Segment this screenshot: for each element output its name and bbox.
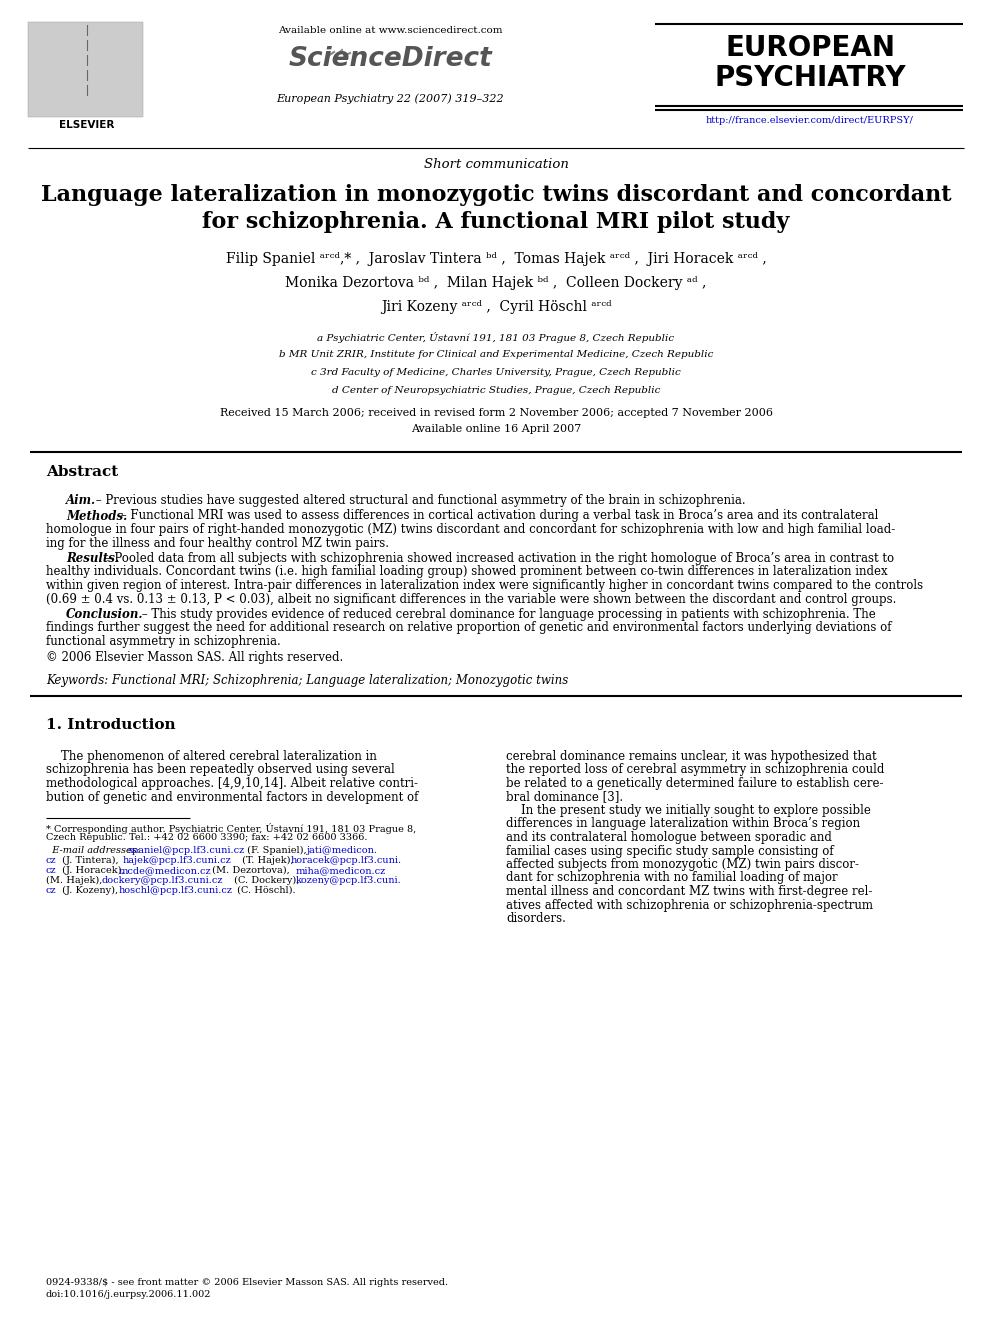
Text: healthy individuals. Concordant twins (i.e. high familial loading group) showed : healthy individuals. Concordant twins (i… — [46, 565, 888, 578]
Text: (M. Hajek),: (M. Hajek), — [46, 876, 105, 885]
Text: c 3rd Faculty of Medicine, Charles University, Prague, Czech Republic: c 3rd Faculty of Medicine, Charles Unive… — [311, 368, 681, 377]
Text: (C. Dockery),: (C. Dockery), — [231, 876, 303, 885]
Text: (C. Höschl).: (C. Höschl). — [234, 886, 296, 894]
Text: (0.69 ± 0.4 vs. 0.13 ± 0.13, P < 0.03), albeit no significant differences in the: (0.69 ± 0.4 vs. 0.13 ± 0.13, P < 0.03), … — [46, 593, 897, 606]
Text: – Functional MRI was used to assess differences in cortical activation during a : – Functional MRI was used to assess diff… — [117, 509, 878, 523]
Text: findings further suggest the need for additional research on relative proportion: findings further suggest the need for ad… — [46, 622, 892, 635]
Text: mental illness and concordant MZ twins with first-degree rel-: mental illness and concordant MZ twins w… — [506, 885, 872, 898]
Text: d Center of Neuropsychiatric Studies, Prague, Czech Republic: d Center of Neuropsychiatric Studies, Pr… — [331, 386, 661, 396]
Text: Methods.: Methods. — [66, 509, 127, 523]
Text: Czech Republic. Tel.: +42 02 6600 3390; fax: +42 02 6600 3366.: Czech Republic. Tel.: +42 02 6600 3390; … — [46, 833, 367, 841]
Text: homologue in four pairs of right-handed monozygotic (MZ) twins discordant and co: homologue in four pairs of right-handed … — [46, 523, 895, 536]
Text: schizophrenia has been repeatedly observed using several: schizophrenia has been repeatedly observ… — [46, 763, 395, 777]
Text: mcde@medicon.cz: mcde@medicon.cz — [119, 867, 211, 875]
Text: familial cases using specific study sample consisting of: familial cases using specific study samp… — [506, 844, 833, 857]
Text: cz: cz — [46, 856, 57, 865]
Text: In the present study we initially sought to explore possible: In the present study we initially sought… — [506, 804, 871, 818]
Text: ELSEVIER: ELSEVIER — [60, 120, 115, 130]
Text: cerebral dominance remains unclear, it was hypothesized that: cerebral dominance remains unclear, it w… — [506, 750, 877, 763]
Text: atives affected with schizophrenia or schizophrenia-spectrum: atives affected with schizophrenia or sc… — [506, 898, 873, 912]
Text: EUROPEAN: EUROPEAN — [725, 34, 895, 62]
Text: (T. Hajek),: (T. Hajek), — [239, 856, 297, 865]
Text: and its contralateral homologue between sporadic and: and its contralateral homologue between … — [506, 831, 832, 844]
Text: dockery@pcp.lf3.cuni.cz: dockery@pcp.lf3.cuni.cz — [101, 876, 222, 885]
Text: ScienceDirect: ScienceDirect — [288, 46, 492, 71]
Text: Available online at www.sciencedirect.com: Available online at www.sciencedirect.co… — [278, 26, 502, 34]
Text: E-mail addresses:: E-mail addresses: — [46, 845, 140, 855]
Text: affected subjects from monozygotic (MZ) twin pairs discor-: affected subjects from monozygotic (MZ) … — [506, 859, 859, 871]
Text: Aim.: Aim. — [66, 493, 96, 507]
Text: cz: cz — [46, 867, 57, 875]
Text: – This study provides evidence of reduced cerebral dominance for language proces: – This study provides evidence of reduce… — [138, 609, 876, 620]
Text: within given region of interest. Intra-pair differences in lateralization index : within given region of interest. Intra-p… — [46, 579, 924, 591]
Text: hoschl@pcp.lf3.cuni.cz: hoschl@pcp.lf3.cuni.cz — [119, 886, 233, 894]
Text: PSYCHIATRY: PSYCHIATRY — [714, 64, 906, 93]
Text: hajek@pcp.lf3.cuni.cz: hajek@pcp.lf3.cuni.cz — [123, 856, 232, 865]
Text: doi:10.1016/j.eurpsy.2006.11.002: doi:10.1016/j.eurpsy.2006.11.002 — [46, 1290, 211, 1299]
Text: – Pooled data from all subjects with schizophrenia showed increased activation i: – Pooled data from all subjects with sch… — [101, 552, 894, 565]
Text: (J. Tintera),: (J. Tintera), — [59, 856, 122, 865]
Text: European Psychiatry 22 (2007) 319–322: European Psychiatry 22 (2007) 319–322 — [276, 93, 504, 103]
Text: Conclusion.: Conclusion. — [66, 609, 144, 620]
Text: (M. Dezortova),: (M. Dezortova), — [209, 867, 293, 875]
Text: Keywords: Functional MRI; Schizophrenia; Language lateralization; Monozygotic tw: Keywords: Functional MRI; Schizophrenia;… — [46, 673, 568, 687]
Text: b MR Unit ZRIR, Institute for Clinical and Experimental Medicine, Czech Republic: b MR Unit ZRIR, Institute for Clinical a… — [279, 351, 713, 359]
Text: miha@medicon.cz: miha@medicon.cz — [296, 867, 386, 875]
Text: jati@medicon.: jati@medicon. — [307, 845, 378, 855]
Text: bral dominance [3].: bral dominance [3]. — [506, 791, 623, 803]
Text: Monika Dezortova ᵇᵈ ,  Milan Hajek ᵇᵈ ,  Colleen Dockery ᵃᵈ ,: Monika Dezortova ᵇᵈ , Milan Hajek ᵇᵈ , C… — [286, 277, 706, 290]
Text: – Previous studies have suggested altered structural and functional asymmetry of: – Previous studies have suggested altere… — [92, 493, 746, 507]
Text: cz: cz — [46, 886, 57, 894]
Text: Results.: Results. — [66, 552, 119, 565]
Text: disorders.: disorders. — [506, 912, 565, 925]
Text: Available online 16 April 2007: Available online 16 April 2007 — [411, 423, 581, 434]
Text: the reported loss of cerebral asymmetry in schizophrenia could: the reported loss of cerebral asymmetry … — [506, 763, 885, 777]
Text: (J. Horacek),: (J. Horacek), — [59, 867, 128, 875]
Text: differences in language lateralization within Broca’s region: differences in language lateralization w… — [506, 818, 860, 831]
Text: Abstract: Abstract — [46, 464, 118, 479]
Text: dant for schizophrenia with no familial loading of major: dant for schizophrenia with no familial … — [506, 872, 837, 885]
Text: for schizophrenia. A functional MRI pilot study: for schizophrenia. A functional MRI pilo… — [202, 210, 790, 233]
Text: a Psychiatric Center, Ústavní 191, 181 03 Prague 8, Czech Republic: a Psychiatric Center, Ústavní 191, 181 0… — [317, 332, 675, 343]
Text: Jiri Kozeny ᵃʳᶜᵈ ,  Cyril Höschl ᵃʳᶜᵈ: Jiri Kozeny ᵃʳᶜᵈ , Cyril Höschl ᵃʳᶜᵈ — [381, 300, 611, 314]
Text: Short communication: Short communication — [424, 157, 568, 171]
Text: ing for the illness and four healthy control MZ twin pairs.: ing for the illness and four healthy con… — [46, 537, 389, 549]
Text: 1. Introduction: 1. Introduction — [46, 718, 176, 732]
Text: Received 15 March 2006; received in revised form 2 November 2006; accepted 7 Nov: Received 15 March 2006; received in revi… — [219, 407, 773, 418]
Text: (J. Kozeny),: (J. Kozeny), — [59, 886, 121, 896]
Bar — [28, 22, 143, 116]
Text: * Corresponding author. Psychiatric Center, Ústavní 191, 181 03 Prague 8,: * Corresponding author. Psychiatric Cent… — [46, 823, 417, 833]
Text: © 2006 Elsevier Masson SAS. All rights reserved.: © 2006 Elsevier Masson SAS. All rights r… — [46, 651, 343, 664]
Text: Filip Spaniel ᵃʳᶜᵈ,* ,  Jaroslav Tintera ᵇᵈ ,  Tomas Hajek ᵃʳᶜᵈ ,  Jiri Horacek : Filip Spaniel ᵃʳᶜᵈ,* , Jaroslav Tintera … — [225, 251, 767, 266]
Text: bution of genetic and environmental factors in development of: bution of genetic and environmental fact… — [46, 791, 419, 803]
Text: kozeny@pcp.lf3.cuni.: kozeny@pcp.lf3.cuni. — [296, 876, 402, 885]
Text: methodological approaches. [4,9,10,14]. Albeit relative contri-: methodological approaches. [4,9,10,14]. … — [46, 777, 418, 790]
Text: 0924-9338/$ - see front matter © 2006 Elsevier Masson SAS. All rights reserved.: 0924-9338/$ - see front matter © 2006 El… — [46, 1278, 448, 1287]
Text: be related to a genetically determined failure to establish cere-: be related to a genetically determined f… — [506, 777, 884, 790]
Text: (F. Spaniel),: (F. Spaniel), — [244, 845, 310, 855]
Text: http://france.elsevier.com/direct/EURPSY/: http://france.elsevier.com/direct/EURPSY… — [706, 116, 914, 124]
Text: Language lateralization in monozygotic twins discordant and concordant: Language lateralization in monozygotic t… — [41, 184, 951, 206]
Text: functional asymmetry in schizophrenia.: functional asymmetry in schizophrenia. — [46, 635, 281, 648]
Text: The phenomenon of altered cerebral lateralization in: The phenomenon of altered cerebral later… — [46, 750, 377, 763]
Text: horacek@pcp.lf3.cuni.: horacek@pcp.lf3.cuni. — [291, 856, 402, 865]
Text: spaniel@pcp.lf3.cuni.cz: spaniel@pcp.lf3.cuni.cz — [128, 845, 245, 855]
